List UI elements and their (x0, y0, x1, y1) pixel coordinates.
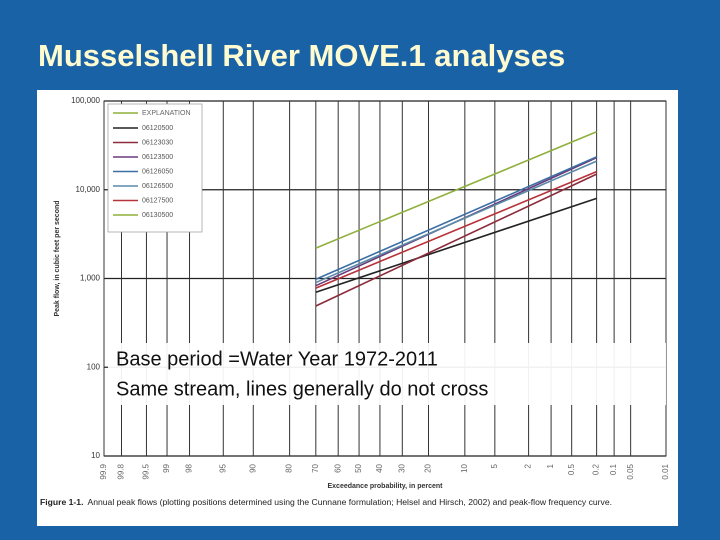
x-tick-label: 0.2 (592, 463, 601, 475)
data-line (315, 173, 597, 307)
legend-label: 06123030 (142, 139, 173, 146)
x-tick-label: 30 (397, 463, 406, 472)
caption-label: Figure 1-1. (40, 497, 83, 507)
data-line (315, 197, 597, 294)
x-tick-label: 50 (354, 463, 363, 472)
y-tick-label: 1,000 (80, 274, 101, 283)
x-tick-label: 10 (460, 463, 469, 472)
y-tick-label: 10 (91, 451, 100, 460)
x-tick-label: 99.5 (142, 463, 151, 479)
x-tick-label: 70 (311, 463, 320, 472)
data-line (315, 156, 597, 281)
data-line (315, 131, 597, 249)
x-tick-label: 60 (333, 463, 342, 472)
x-axis-label: Exceedance probability, in percent (327, 483, 443, 490)
legend-label: 06130500 (142, 212, 173, 219)
annotation: Same stream, lines generally do not cros… (116, 378, 488, 400)
x-tick-label: 99.8 (117, 463, 126, 479)
legend-title: EXPLANATION (142, 110, 191, 117)
x-tick-label: 0.05 (626, 463, 635, 479)
annotation-box (108, 343, 666, 405)
x-tick-label: 99.9 (99, 463, 108, 479)
x-tick-label: 2 (524, 463, 533, 468)
y-tick-label: 100 (87, 362, 101, 371)
x-tick-label: 5 (490, 463, 499, 468)
data-line (315, 160, 597, 284)
x-tick-label: 1 (546, 463, 555, 468)
legend-label: 06123500 (142, 154, 173, 161)
slide-title: Musselshell River MOVE.1 analyses (38, 38, 565, 73)
legend-label: 06120500 (142, 125, 173, 132)
x-tick-label: 80 (285, 463, 294, 472)
y-tick-label: 10,000 (76, 185, 101, 194)
x-tick-label: 98 (185, 463, 194, 472)
x-tick-label: 0.01 (661, 463, 670, 479)
legend-label: 06127500 (142, 197, 173, 204)
x-tick-label: 20 (424, 463, 433, 472)
y-axis-label: Peak flow, in cubic feet per second (54, 200, 61, 316)
legend-label: 06126500 (142, 183, 173, 190)
x-tick-label: 99 (162, 463, 171, 472)
data-line (315, 170, 597, 289)
figure-caption: Figure 1-1. Annual peak flows (plotting p… (40, 497, 612, 507)
x-tick-label: 0.1 (609, 463, 618, 475)
caption-text: Annual peak flows (plotting positions de… (87, 497, 612, 507)
y-tick-label: 100,000 (71, 96, 100, 105)
annotation: Base period =Water Year 1972-2011 (116, 348, 438, 370)
x-tick-label: 0.5 (567, 463, 576, 475)
legend-label: 06126050 (142, 168, 173, 175)
x-tick-label: 40 (375, 463, 384, 472)
legend-box (107, 103, 203, 233)
x-tick-label: 90 (248, 463, 257, 472)
x-tick-label: 95 (218, 463, 227, 472)
